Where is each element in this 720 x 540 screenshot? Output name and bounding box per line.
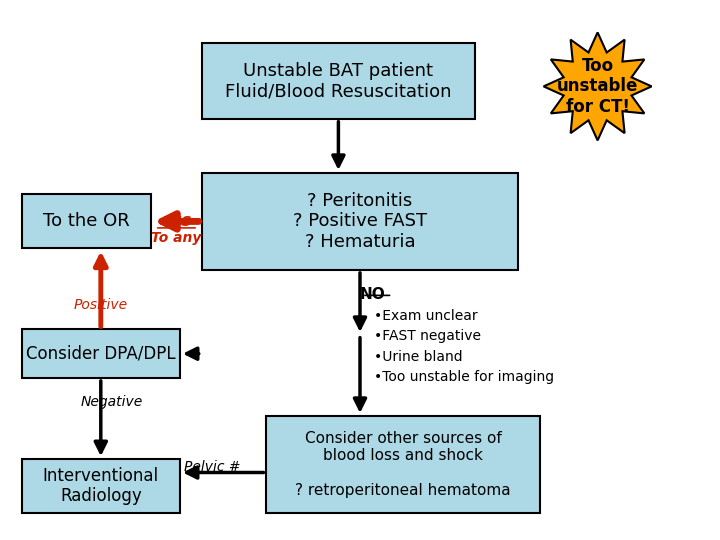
Polygon shape — [544, 32, 652, 140]
Text: YES
To any: YES To any — [151, 215, 202, 245]
Text: Pelvic #: Pelvic # — [184, 460, 240, 474]
Text: Consider other sources of
blood loss and shock

? retroperitoneal hematoma: Consider other sources of blood loss and… — [295, 431, 511, 498]
Text: Positive: Positive — [73, 298, 128, 312]
FancyBboxPatch shape — [22, 459, 180, 513]
Text: Unstable BAT patient
Fluid/Blood Resuscitation: Unstable BAT patient Fluid/Blood Resusci… — [225, 62, 451, 100]
Text: •Exam unclear: •Exam unclear — [374, 309, 478, 323]
Text: •Too unstable for imaging: •Too unstable for imaging — [374, 370, 554, 384]
Text: •FAST negative: •FAST negative — [374, 329, 482, 343]
FancyBboxPatch shape — [22, 329, 180, 378]
Text: •Urine bland: •Urine bland — [374, 350, 463, 364]
Text: Interventional
Radiology: Interventional Radiology — [42, 467, 159, 505]
FancyBboxPatch shape — [266, 416, 540, 513]
FancyBboxPatch shape — [202, 43, 475, 119]
Text: Consider DPA/DPL: Consider DPA/DPL — [26, 345, 176, 363]
Text: To the OR: To the OR — [43, 212, 130, 231]
Text: Negative: Negative — [81, 395, 143, 409]
Text: NO: NO — [360, 287, 386, 302]
FancyBboxPatch shape — [202, 173, 518, 270]
FancyBboxPatch shape — [22, 194, 151, 248]
Text: Too
unstable
for CT!: Too unstable for CT! — [557, 57, 639, 116]
Text: ? Peritonitis
? Positive FAST
? Hematuria: ? Peritonitis ? Positive FAST ? Hematuri… — [293, 192, 427, 251]
